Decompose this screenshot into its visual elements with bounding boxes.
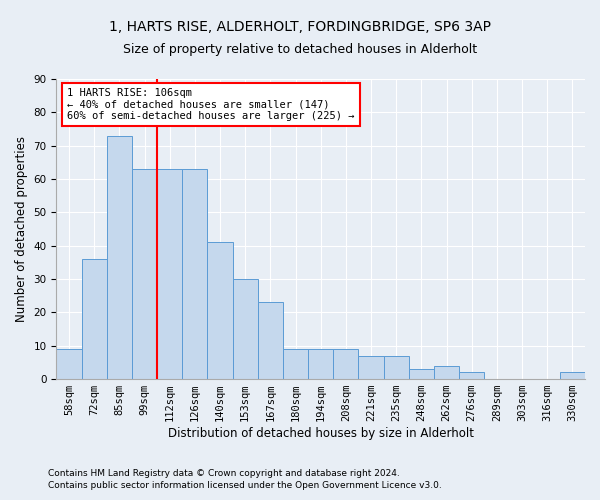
Bar: [258, 302, 283, 379]
Bar: [308, 349, 333, 379]
Bar: [157, 169, 182, 379]
Bar: [409, 369, 434, 379]
Bar: [459, 372, 484, 379]
Bar: [56, 349, 82, 379]
Bar: [82, 259, 107, 379]
Text: Size of property relative to detached houses in Alderholt: Size of property relative to detached ho…: [123, 42, 477, 56]
Bar: [283, 349, 308, 379]
Bar: [358, 356, 383, 379]
Bar: [333, 349, 358, 379]
Bar: [233, 279, 258, 379]
Bar: [383, 356, 409, 379]
Bar: [132, 169, 157, 379]
Text: Contains HM Land Registry data © Crown copyright and database right 2024.: Contains HM Land Registry data © Crown c…: [48, 468, 400, 477]
Text: 1, HARTS RISE, ALDERHOLT, FORDINGBRIDGE, SP6 3AP: 1, HARTS RISE, ALDERHOLT, FORDINGBRIDGE,…: [109, 20, 491, 34]
Bar: [560, 372, 585, 379]
Text: Contains public sector information licensed under the Open Government Licence v3: Contains public sector information licen…: [48, 481, 442, 490]
Bar: [107, 136, 132, 379]
Text: 1 HARTS RISE: 106sqm
← 40% of detached houses are smaller (147)
60% of semi-deta: 1 HARTS RISE: 106sqm ← 40% of detached h…: [67, 88, 355, 121]
X-axis label: Distribution of detached houses by size in Alderholt: Distribution of detached houses by size …: [168, 427, 474, 440]
Bar: [182, 169, 208, 379]
Bar: [208, 242, 233, 379]
Y-axis label: Number of detached properties: Number of detached properties: [15, 136, 28, 322]
Bar: [434, 366, 459, 379]
